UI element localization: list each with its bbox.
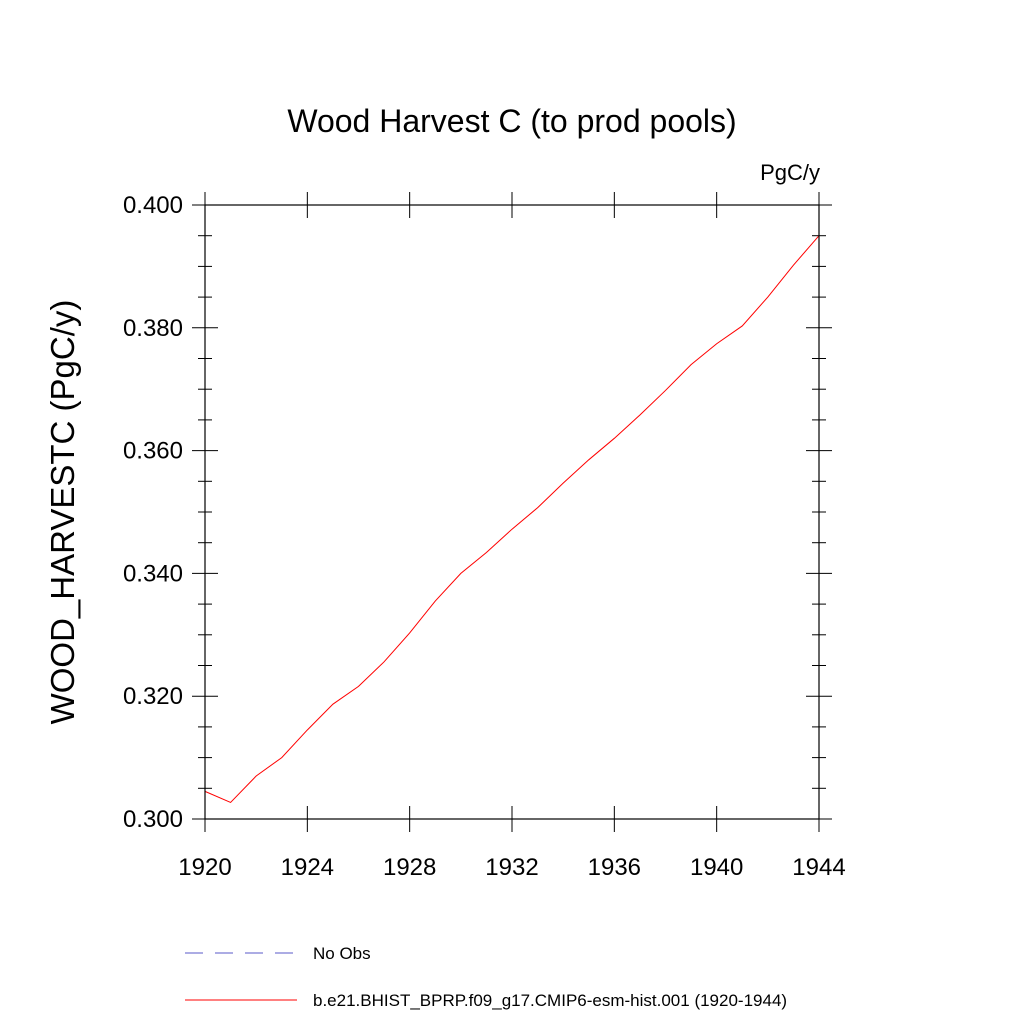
x-tick-label: 1920 — [178, 854, 231, 881]
legend-label-1: b.e21.BHIST_BPRP.f09_g17.CMIP6-esm-hist.… — [313, 991, 787, 1010]
y-tick-label: 0.340 — [123, 560, 183, 587]
x-tick-label: 1936 — [588, 854, 641, 881]
legend-label-0: No Obs — [313, 944, 371, 963]
x-tick-label: 1928 — [383, 854, 436, 881]
x-tick-label: 1932 — [485, 854, 538, 881]
x-tick-label: 1924 — [281, 854, 334, 881]
x-ticks-group: 1920 1924 1928 1932 1936 1940 1944 — [178, 192, 846, 881]
x-tick-label: 1944 — [792, 854, 845, 881]
y-tick-label: 0.400 — [123, 192, 183, 219]
chart-title: Wood Harvest C (to prod pools) — [287, 103, 736, 139]
y-tick-label: 0.380 — [123, 315, 183, 342]
y-tick-label: 0.320 — [123, 683, 183, 710]
y-tick-label: 0.360 — [123, 438, 183, 465]
series-line-1 — [204, 235, 820, 804]
units-label: PgC/y — [760, 160, 820, 185]
plot-frame — [204, 204, 820, 820]
series-group — [204, 235, 820, 804]
x-tick-label: 1940 — [690, 854, 743, 881]
y-ticks-group: 0.300 0.320 0.340 0.360 0.380 0.400 — [123, 192, 832, 833]
y-tick-label: 0.300 — [123, 806, 183, 833]
y-axis-label: WOOD_HARVESTC (PgC/y) — [44, 300, 81, 725]
legend: No Obs b.e21.BHIST_BPRP.f09_g17.CMIP6-esm… — [185, 944, 787, 1010]
